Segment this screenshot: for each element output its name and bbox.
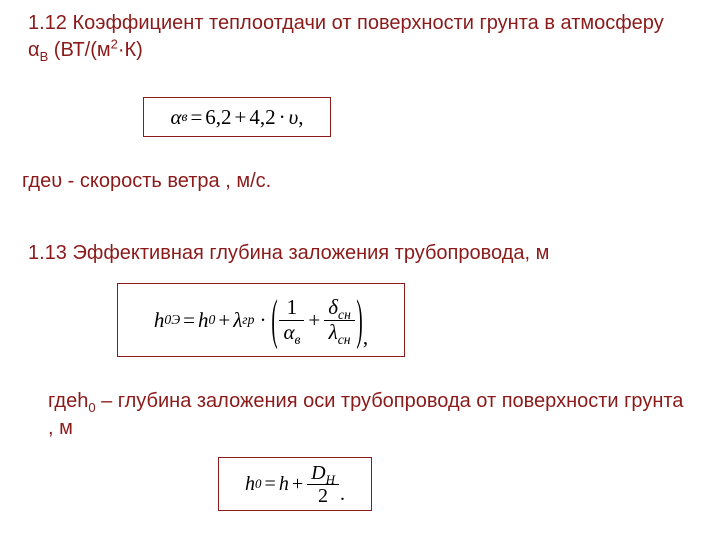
formula-h0e: h0Э = h0 + λгр · ( 1 αв + δсн λсн ), (117, 283, 405, 357)
f113-frac1: 1 αв (279, 296, 304, 343)
note-1-13-sub: 0 (88, 400, 95, 415)
heading-1-13: 1.13 Эффективная глубина заложения трубо… (28, 240, 688, 267)
f113-frac2: δсн λсн (324, 296, 355, 343)
f112-eq: = (187, 105, 205, 130)
fh0-frac-den: 2 (318, 485, 328, 507)
f113-frac1-den-sub: в (294, 332, 300, 347)
f113-t2-var: λ (233, 308, 242, 333)
f112-plus: + (232, 105, 250, 130)
f113-mult: · (254, 308, 271, 333)
fh0-plus: + (289, 473, 306, 496)
fh0-tail: . (340, 483, 345, 510)
f113-t1-var: h (198, 308, 209, 333)
fh0-lhs-var: h (245, 473, 255, 496)
f113-lpar: ( (272, 288, 278, 353)
f112-rhs-var: υ (289, 105, 299, 130)
formula-alpha-v: αв = 6,2 + 4,2 · υ , (143, 97, 331, 137)
note-1-13-pre: гдеh (48, 390, 88, 412)
f112-mult: · (276, 105, 289, 130)
fh0-t1-var: h (279, 473, 289, 496)
f113-frac2-num-var: δ (328, 295, 338, 319)
f112-lhs-var: α (170, 105, 181, 130)
heading-1-12: 1.12 Коэффициент теплоотдачи от поверхно… (28, 10, 688, 64)
heading-1-12-text-c: ·К) (118, 39, 143, 61)
f113-tail: , (363, 325, 368, 356)
f113-lhs-var: h (154, 308, 165, 333)
heading-1-12-text-b: (ВТ/(м (48, 39, 110, 61)
f113-frac1-den-var: α (283, 320, 294, 344)
f113-plus: + (215, 308, 233, 333)
fh0-eq: = (262, 473, 279, 496)
formula-h0: h0 = h + DН 2 . (218, 457, 372, 511)
heading-1-12-sup: 2 (111, 36, 118, 51)
heading-1-13-text: 1.13 Эффективная глубина заложения трубо… (28, 242, 549, 264)
heading-1-12-sub: В (40, 49, 49, 64)
f113-frac2-den-var: λ (329, 320, 338, 344)
f112-tail: , (298, 105, 303, 130)
f112-c1: 6,2 (205, 105, 231, 130)
note-1-13: гдеh0 – глубина заложения оси трубопрово… (48, 388, 688, 442)
note-1-13-post: – глубина заложения оси трубопровода от … (48, 390, 683, 439)
fh0-frac-num-var: D (311, 462, 325, 484)
f113-eq: = (180, 308, 198, 333)
f113-frac2-den-sub: сн (338, 332, 351, 347)
note-1-12: гдеυ - скорость ветра , м/с. (22, 168, 682, 195)
f112-c2: 4,2 (249, 105, 275, 130)
f113-inner-plus: + (305, 308, 323, 333)
f113-rpar: ) (356, 288, 362, 353)
note-1-12-text: гдеυ - скорость ветра , м/с. (22, 170, 271, 192)
f113-frac1-num: 1 (287, 295, 298, 319)
fh0-frac: DН 2 (307, 462, 339, 507)
